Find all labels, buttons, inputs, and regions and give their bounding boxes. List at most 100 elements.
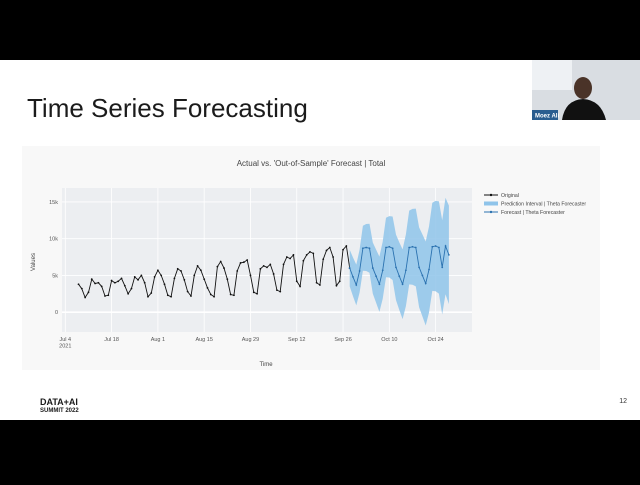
series-point xyxy=(295,280,298,283)
webcam-wall xyxy=(532,60,572,90)
series-point xyxy=(424,282,427,285)
webcam-body xyxy=(562,99,606,120)
series-point xyxy=(305,253,308,256)
series-point xyxy=(315,281,318,284)
logo-top: DATA+AI xyxy=(40,397,78,407)
x-tick-label: Jul 4 2021 xyxy=(59,337,71,350)
series-point xyxy=(335,284,338,287)
series-point xyxy=(438,246,440,249)
series-point xyxy=(143,281,146,284)
series-point xyxy=(163,283,166,286)
x-tick-line: 2021 xyxy=(59,344,71,350)
series-point xyxy=(302,259,305,262)
series-point xyxy=(375,275,378,278)
webcam-head xyxy=(574,77,592,99)
series-point xyxy=(332,256,335,258)
series-point xyxy=(444,245,447,247)
series-point xyxy=(418,266,420,269)
series-point xyxy=(289,257,292,260)
series-point xyxy=(358,270,361,272)
x-tick-line: Oct 10 xyxy=(381,337,397,343)
series-point xyxy=(338,280,341,283)
x-tick-label: Aug 1 xyxy=(151,337,165,343)
series-point xyxy=(365,246,368,249)
series-point xyxy=(276,289,278,292)
x-tick-label: Aug 15 xyxy=(195,337,212,343)
series-point xyxy=(398,275,401,278)
series-point xyxy=(428,268,430,271)
series-point xyxy=(371,267,374,269)
series-point xyxy=(77,283,80,286)
series-point xyxy=(328,246,331,249)
series-point xyxy=(434,245,437,247)
series-point xyxy=(345,245,348,247)
series-point xyxy=(196,264,199,267)
series-point xyxy=(391,247,394,250)
series-point xyxy=(133,275,136,278)
series-point xyxy=(414,246,417,249)
series-point xyxy=(404,269,407,272)
series-point xyxy=(183,278,186,281)
name-tag xyxy=(532,110,558,120)
series-point xyxy=(130,287,133,290)
series-point xyxy=(180,270,182,272)
series-point xyxy=(299,285,301,288)
page-number: 12 xyxy=(619,398,627,405)
series-point xyxy=(279,290,282,293)
series-point xyxy=(282,263,285,266)
series-point xyxy=(342,248,344,251)
legend-label: Prediction Interval | Theta Forecaster xyxy=(501,202,586,208)
series-point xyxy=(381,269,384,272)
webcam: Moez Ali xyxy=(532,60,640,120)
chart: Actual vs. 'Out-of-Sample' Forecast | To… xyxy=(31,159,586,368)
series-point xyxy=(236,270,239,272)
series-point xyxy=(388,245,391,248)
series-point xyxy=(190,295,192,297)
series-point xyxy=(233,294,235,297)
series-point xyxy=(110,279,113,282)
series-point xyxy=(150,292,153,294)
series-point xyxy=(269,263,272,266)
x-axis-label: Time xyxy=(259,362,273,368)
y-tick-label: 0 xyxy=(55,310,58,316)
series-point xyxy=(395,266,397,269)
series-point xyxy=(186,290,189,293)
legend-label: Forecast | Theta Forecaster xyxy=(501,210,565,216)
series-point xyxy=(262,264,265,267)
series-point xyxy=(107,294,110,297)
series-point xyxy=(361,247,364,250)
series-point xyxy=(206,287,209,289)
series-point xyxy=(447,253,450,256)
series-point xyxy=(249,274,252,277)
series-point xyxy=(325,249,328,252)
series-point xyxy=(123,284,126,287)
series-point xyxy=(348,267,351,269)
x-tick-label: Sep 26 xyxy=(334,337,351,343)
series-point xyxy=(312,252,315,255)
series-point xyxy=(140,274,143,277)
series-point xyxy=(209,293,212,296)
x-tick-line: Oct 24 xyxy=(428,337,444,343)
x-tick-line: Aug 29 xyxy=(242,337,259,343)
series-point xyxy=(266,266,268,269)
series-point xyxy=(147,295,149,298)
series-point xyxy=(352,275,354,278)
prediction-interval xyxy=(349,197,449,326)
series-point xyxy=(319,284,321,286)
y-tick-label: 5k xyxy=(52,273,58,279)
legend-swatch xyxy=(484,201,498,206)
series-point xyxy=(246,259,249,261)
logo-bottom: SUMMIT 2022 xyxy=(40,408,79,414)
series-point xyxy=(216,265,219,268)
series-point xyxy=(94,282,96,285)
series-point xyxy=(441,266,444,269)
x-tick-line: Jul 4 xyxy=(59,337,71,343)
series-point xyxy=(408,246,411,249)
x-tick-line: Sep 26 xyxy=(334,337,351,343)
series-point xyxy=(160,274,163,277)
series-point xyxy=(153,275,156,278)
series-point xyxy=(114,281,116,284)
series-point xyxy=(256,292,258,295)
x-tick-line: Aug 15 xyxy=(195,337,212,343)
